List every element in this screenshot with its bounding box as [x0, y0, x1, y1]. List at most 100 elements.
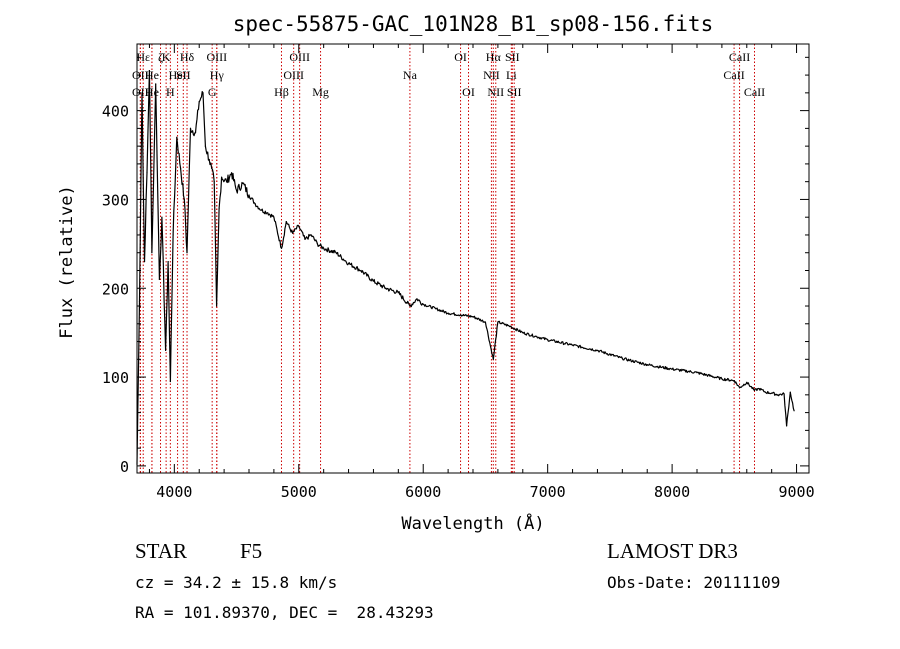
series-layer [136, 70, 795, 465]
data-point-28 [221, 176, 223, 178]
data-point-58 [472, 316, 474, 318]
line-label-22: NII [483, 68, 500, 82]
line-label-29: CaII [744, 85, 765, 99]
data-point-4 [146, 172, 148, 174]
data-point-62 [509, 325, 511, 327]
data-point-40 [292, 232, 294, 234]
data-point-57 [460, 314, 462, 316]
data-point-14 [176, 136, 178, 138]
data-point-50 [385, 287, 387, 289]
data-point-48 [360, 269, 362, 272]
data-point-8 [158, 278, 160, 280]
data-point-66 [572, 344, 574, 346]
data-point-78 [764, 391, 767, 393]
data-point-56 [447, 312, 449, 314]
data-point-34 [254, 203, 256, 205]
line-label-16: OIII [289, 50, 310, 64]
series-line-0 [136, 70, 795, 465]
line-label-12: Hγ [210, 68, 225, 82]
data-point-70 [671, 368, 673, 370]
data-point-71 [696, 372, 698, 374]
data-point-68 [621, 357, 623, 359]
chart-title: spec-55875-GAC_101N28_B1_sp08-156.fits [233, 12, 713, 36]
line-label-20: OI [462, 85, 475, 99]
data-point-72 [721, 378, 723, 380]
data-point-20 [198, 101, 200, 103]
data-point-33 [248, 194, 250, 196]
line-label-21: Hα [486, 50, 502, 64]
data-point-55 [435, 308, 437, 310]
data-point-16 [183, 198, 185, 200]
data-point-36 [267, 212, 269, 214]
y-tick-label-3: 300 [102, 191, 129, 209]
line-label-28: CaII [729, 50, 750, 64]
line-label-25: Li [506, 68, 517, 82]
line-label-26: SII [507, 85, 522, 99]
line-label-4: He [145, 85, 159, 99]
data-point-60 [492, 358, 494, 360]
data-point-15 [180, 167, 182, 169]
object-subclass: F5 [240, 539, 263, 563]
data-point-81 [783, 393, 785, 395]
data-point-21 [202, 92, 204, 94]
data-point-47 [348, 262, 350, 264]
line-label-5: ζ [158, 50, 163, 64]
line-label-10: Hδ [180, 50, 195, 64]
data-point-45 [323, 247, 325, 249]
line-markers [139, 44, 755, 473]
data-point-64 [534, 335, 536, 337]
data-point-6 [151, 252, 153, 254]
observation-date: Obs-Date: 20111109 [607, 573, 781, 592]
data-point-59 [484, 321, 486, 323]
line-label-6: K [162, 50, 171, 64]
data-point-31 [236, 190, 238, 192]
data-point-2 [141, 92, 143, 94]
x-axis-label: Wavelength (Å) [401, 512, 544, 534]
cz-value: cz = 34.2 ± 15.8 km/s [135, 573, 338, 592]
data-point-29 [226, 181, 228, 183]
line-label-13: G [208, 85, 217, 99]
y-tick-label-2: 200 [102, 280, 129, 298]
data-point-0 [136, 463, 138, 465]
data-point-17 [186, 252, 188, 254]
y-tick-label-0: 0 [120, 458, 129, 476]
y-axis-label: Flux (relative) [57, 185, 77, 339]
coordinates: RA = 101.89370, DEC = 28.43293 [135, 603, 434, 622]
line-label-24: SII [505, 50, 520, 64]
data-point-12 [169, 380, 171, 383]
data-point-79 [771, 392, 773, 394]
data-point-9 [161, 216, 163, 218]
x-tick-label-5: 9000 [778, 483, 814, 501]
x-tick-label-2: 6000 [405, 483, 441, 501]
data-point-82 [786, 425, 788, 427]
data-point-76 [753, 389, 756, 391]
line-label-15: OIII [283, 68, 304, 82]
data-point-67 [596, 349, 599, 351]
data-point-37 [273, 216, 275, 218]
data-point-39 [285, 221, 287, 223]
data-point-44 [316, 243, 318, 245]
data-point-1 [138, 301, 141, 303]
line-label-14: Hβ [274, 85, 289, 99]
data-point-7 [155, 83, 157, 85]
plot-frame [136, 43, 810, 474]
line-label-9: SII [176, 68, 191, 82]
survey-name: LAMOST DR3 [607, 539, 738, 563]
line-label-19: OI [454, 50, 467, 64]
data-point-35 [260, 209, 262, 211]
line-label-3: He [145, 68, 159, 82]
data-point-49 [372, 280, 374, 282]
x-tick-label-4: 8000 [654, 483, 690, 501]
data-point-69 [646, 364, 648, 366]
data-point-11 [167, 261, 169, 263]
data-point-10 [165, 349, 167, 351]
data-point-32 [242, 182, 244, 184]
data-point-18 [189, 127, 192, 129]
data-point-52 [409, 305, 411, 307]
line-label-2: OII [132, 85, 149, 99]
data-point-84 [793, 410, 795, 412]
data-point-80 [777, 394, 779, 396]
object-type: STAR [135, 539, 187, 563]
